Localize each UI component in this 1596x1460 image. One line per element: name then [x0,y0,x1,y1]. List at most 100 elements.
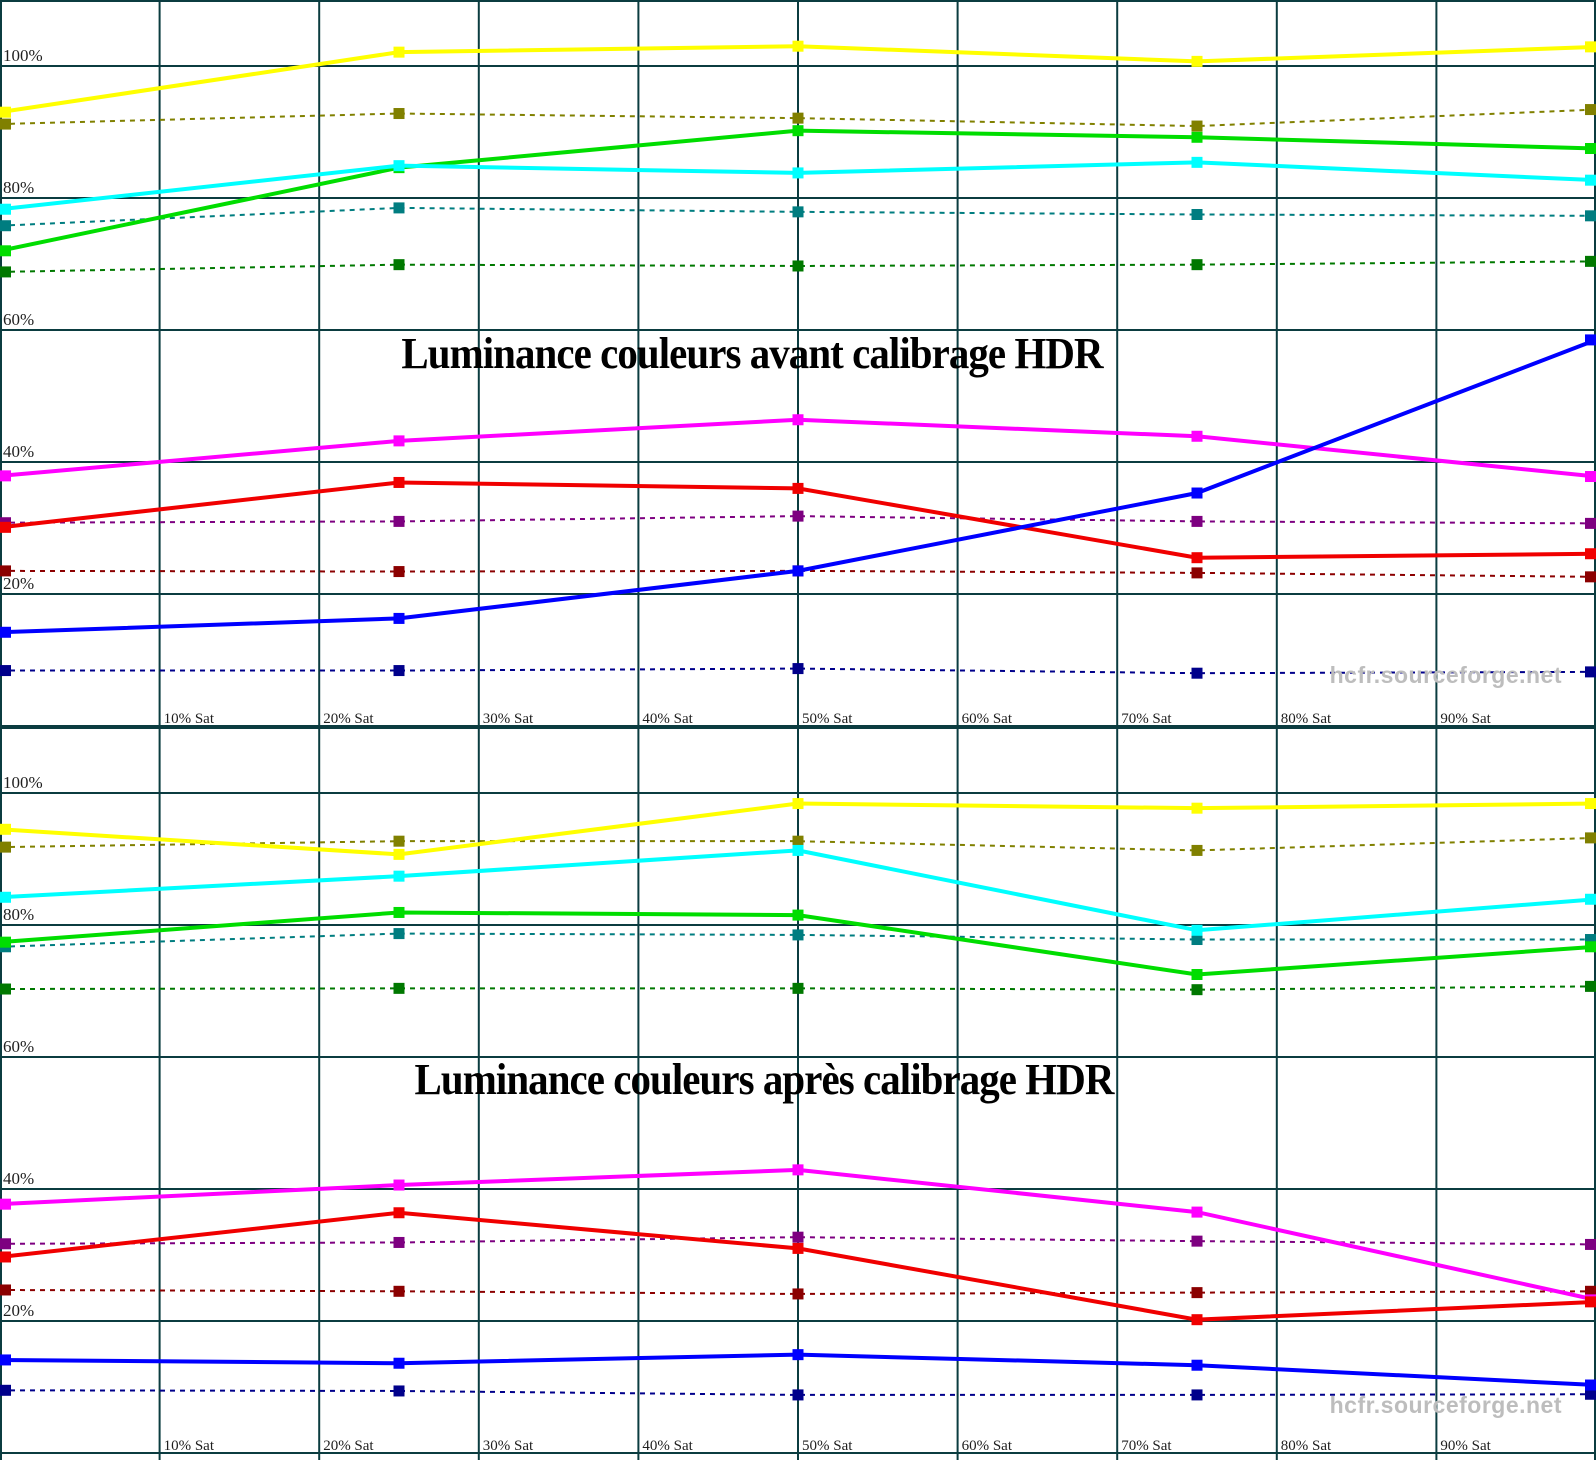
data-point-blue-measured [1191,487,1203,499]
data-point-red-reference [1191,1287,1203,1299]
data-point-cyan-measured [1191,156,1203,168]
data-point-yellow-reference [1585,832,1596,844]
data-point-red-reference [792,1288,804,1300]
data-point-magenta-reference [0,1238,11,1250]
y-axis-tick-label: 40% [3,1169,34,1188]
x-axis-tick-label: 10% Sat [164,1438,215,1454]
data-point-yellow-measured [1585,798,1596,810]
data-point-magenta-measured [393,1179,405,1191]
data-point-magenta-measured [792,414,804,426]
series-line-blue-reference [0,1389,1596,1396]
data-point-green-measured [792,909,804,921]
data-point-cyan-measured [1585,893,1596,905]
x-axis-tick-label: 50% Sat [802,1438,853,1454]
data-point-red-reference [1585,1285,1596,1297]
data-point-magenta-measured [1585,471,1596,483]
data-point-magenta-reference [792,1231,804,1243]
y-axis-tick-label: 100% [3,773,43,792]
x-axis-tick-label: 80% Sat [1281,1438,1332,1454]
x-axis-tick-label: 50% Sat [802,711,853,727]
series-line-red-reference [0,569,1596,578]
data-point-yellow-reference [0,118,11,130]
data-point-green-measured [0,936,11,948]
data-point-red-measured [792,1242,804,1254]
chart-avant-calibrage: 100% 80% 60% 40% 20% 10% Sat 20% Sat 30% Sat 40%… [0,0,1596,727]
data-point-blue-measured [393,1357,405,1369]
data-point-yellow-measured [792,798,804,810]
data-point-blue-reference [0,1384,11,1396]
data-point-yellow-measured [1191,802,1203,814]
series-line-yellow-reference [0,836,1596,852]
data-point-yellow-measured [1585,41,1596,53]
series-line-magenta-reference [0,515,1596,525]
x-axis-tick-label: 60% Sat [962,1438,1013,1454]
chart-title-avant: Luminance couleurs avant calibrage HDR [401,329,1103,378]
y-axis-tick-label: 60% [3,310,34,329]
data-point-cyan-reference [393,928,405,940]
data-point-blue-measured [0,626,11,638]
data-point-yellow-reference [0,841,11,853]
data-point-magenta-reference [1191,1235,1203,1247]
data-point-green-reference [393,259,405,271]
y-axis-tick-label: 100% [3,46,43,65]
series-line-yellow-reference [0,108,1596,128]
y-axis-tick-label: 60% [3,1037,34,1056]
data-point-red-measured [0,521,11,533]
y-axis-tick-label: 80% [3,905,34,924]
data-point-magenta-reference [393,1236,405,1248]
data-point-cyan-reference [1585,210,1596,222]
data-point-red-reference [1191,567,1203,579]
data-point-red-measured [1191,552,1203,564]
data-point-yellow-reference [792,835,804,847]
data-point-yellow-measured [792,40,804,52]
data-point-green-reference [1585,255,1596,267]
data-point-cyan-measured [1585,174,1596,186]
data-point-magenta-measured [0,1198,11,1210]
data-point-magenta-measured [0,470,11,482]
data-point-blue-measured [1191,1359,1203,1371]
data-point-yellow-reference [1585,104,1596,116]
data-point-red-reference [393,566,405,578]
data-point-blue-reference [1585,1388,1596,1400]
data-point-yellow-measured [0,823,11,835]
data-point-red-measured [0,1251,11,1263]
data-point-yellow-reference [393,108,405,120]
series-line-green-reference [0,985,1596,991]
data-point-yellow-measured [1191,55,1203,67]
data-point-blue-reference [792,663,804,675]
data-point-green-measured [1585,143,1596,154]
data-point-blue-reference [393,665,405,677]
data-point-green-measured [1191,969,1203,980]
data-point-magenta-reference [393,515,405,527]
series-line-cyan-reference [0,932,1596,948]
data-point-magenta-measured [792,1164,804,1176]
data-point-red-reference [1585,571,1596,583]
y-axis-tick-label: 80% [3,178,34,197]
x-axis-tick-label: 20% Sat [323,1438,374,1454]
data-point-cyan-measured [792,844,804,856]
x-axis-tick-label: 70% Sat [1121,1438,1172,1454]
data-point-red-measured [792,482,804,494]
data-point-cyan-reference [792,206,804,218]
data-point-blue-measured [393,612,405,624]
x-axis-tick-label: 30% Sat [483,711,534,727]
data-point-cyan-measured [0,203,11,215]
data-point-red-measured [1585,548,1596,560]
x-axis-tick-label: 80% Sat [1281,711,1332,727]
data-point-magenta-reference [1191,515,1203,527]
data-point-blue-reference [0,665,11,677]
data-point-yellow-reference [792,112,804,124]
data-point-green-measured [792,125,804,137]
y-axis-tick-label: 20% [3,1301,34,1320]
data-point-cyan-reference [792,929,804,941]
x-axis-tick-label: 40% Sat [642,1438,693,1454]
data-point-yellow-measured [393,848,405,860]
data-point-magenta-measured [393,435,405,447]
x-axis-tick-label: 60% Sat [962,711,1013,727]
data-point-blue-measured [792,1349,804,1361]
data-point-green-reference [0,983,11,995]
data-point-green-reference [1191,259,1203,271]
data-point-green-measured [393,906,405,918]
data-point-blue-measured [0,1354,11,1366]
